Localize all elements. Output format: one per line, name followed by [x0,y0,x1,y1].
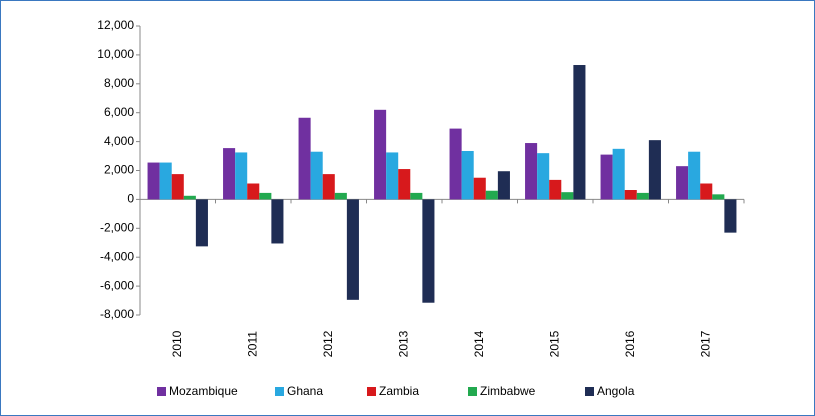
x-tick-label: 2017 [698,330,712,357]
y-tick-label: 6,000 [104,105,134,119]
legend-swatch [468,387,477,396]
x-tick-label: 2012 [321,330,335,357]
bar [549,179,562,200]
bar [322,174,335,200]
x-tick-label: 2013 [396,330,410,357]
bar [171,174,184,200]
bar [259,192,272,200]
bar [183,195,196,200]
bar [334,192,347,200]
bar [700,183,713,200]
bar [648,140,661,200]
bar [298,117,311,200]
y-tick-label: -8,000 [100,307,134,321]
legend-swatch [157,387,166,396]
bar [147,162,160,200]
y-tick-label: 10,000 [97,47,134,61]
bar [410,192,423,200]
bar [195,199,208,247]
legend-label: Mozambique [169,384,238,398]
bar [724,199,737,233]
bar [386,152,399,200]
bar [688,151,701,200]
y-tick-label: 8,000 [104,76,134,90]
bar [310,151,323,200]
bar [346,199,359,300]
bar [449,128,462,200]
y-tick-label: -6,000 [100,278,134,292]
legend-label: Angola [597,384,635,398]
legend-label: Ghana [287,384,323,398]
y-tick-label: -4,000 [100,249,134,263]
legend-swatch [275,387,284,396]
y-tick-label: 12,000 [97,18,134,32]
legend-label: Zambia [379,384,419,398]
bar [461,150,474,200]
bar [473,177,486,200]
bar [398,169,411,200]
bar [247,183,260,200]
x-tick-label: 2014 [472,330,486,357]
y-tick-label: 2,000 [104,163,134,177]
x-tick-label: 2016 [623,330,637,357]
bar [537,153,550,200]
bar [422,199,435,303]
x-tick-label: 2015 [547,330,561,357]
bar [573,65,586,200]
bar [612,148,625,200]
legend-swatch [367,387,376,396]
bar [561,192,574,200]
bar [676,166,689,200]
bar [235,152,248,200]
bar [712,194,725,200]
bar [525,143,538,200]
y-tick-label: 4,000 [104,134,134,148]
y-tick-label: -2,000 [100,220,134,234]
bar [497,171,510,200]
x-tick-label: 2010 [170,330,184,357]
x-tick-label: 2011 [245,331,259,357]
bar [600,154,613,200]
bar [223,148,236,200]
bar [271,199,284,244]
legend-label: Zimbabwe [480,384,536,398]
bar [485,190,498,200]
legend-swatch [585,387,594,396]
bar [374,109,387,200]
bar [636,192,649,200]
bar [624,190,637,200]
bar [159,162,172,200]
y-tick-label: 0 [127,192,134,206]
